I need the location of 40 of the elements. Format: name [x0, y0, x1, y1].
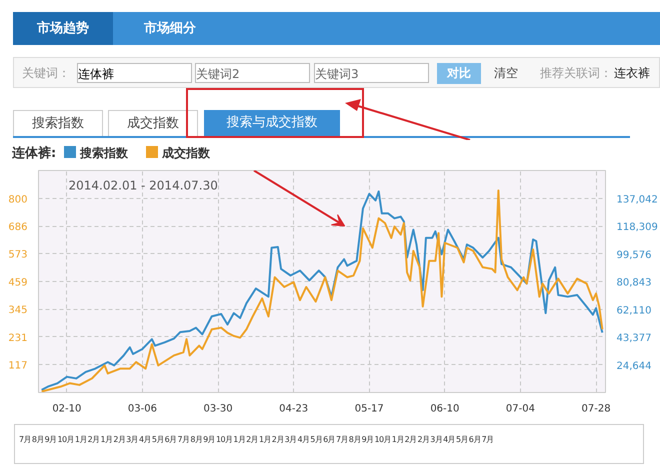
text: 连衣裤 — [614, 65, 651, 82]
legend-label: 搜索指数 — [80, 146, 128, 160]
text: 关键词3 — [314, 63, 429, 83]
y-tick-label: 573 — [8, 250, 28, 261]
y2-tick-label: 99,576 — [616, 250, 652, 261]
x-tick-label: 03-06 — [128, 404, 157, 414]
text: 搜索指数 — [13, 110, 103, 136]
y2-tick-label: 137,042 — [616, 194, 658, 206]
text: 成交指数 — [108, 110, 198, 136]
y2-tick-label: 24,644 — [616, 360, 652, 372]
text: 关键词2 — [195, 63, 310, 83]
x-tick-label: 07-04 — [506, 404, 535, 414]
y2-tick-label: 43,377 — [616, 333, 652, 344]
x-tick-label: 04-23 — [279, 404, 308, 414]
y2-tick-label: 80,843 — [616, 278, 652, 288]
y-tick-label: 459 — [8, 277, 28, 288]
x-tick-label: 02-10 — [52, 404, 82, 414]
text: 搜索与成交指数 — [204, 110, 340, 136]
x-tick-label: 06-10 — [430, 404, 460, 414]
y-tick-label: 345 — [8, 305, 28, 316]
x-tick-label: 03-30 — [204, 404, 233, 414]
y2-tick-label: 118,309 — [616, 222, 658, 233]
text: 推荐关联词： — [540, 65, 613, 82]
text: 7月 8月 9月 10月 1月 2月 1月 2月 3月 4月 5月 6月 7月 8月 9月 10月 1月 2月 1月 2月 3月 4月 5月 6月 7月 8月 9月 10月 1月 2月 2月 3月 4月 5月 6月 7月 — [14, 424, 644, 464]
x-tick-label: 05-17 — [354, 404, 384, 414]
legend-label: 成交指数 — [162, 146, 210, 160]
text: 清空 — [494, 65, 519, 82]
y-tick-label: 800 — [8, 194, 28, 206]
chart-title: 连体裤: — [12, 146, 56, 161]
text: 市场趋势 — [13, 12, 113, 45]
text: 市场细分 — [143, 20, 197, 38]
text: 连体裤 — [77, 63, 192, 83]
y-tick-label: 686 — [8, 222, 28, 234]
y-tick-label: 231 — [8, 332, 28, 344]
y-tick-label: 117 — [8, 360, 28, 372]
annotation: 2014.02.01 - 2014.07.30 — [68, 178, 218, 192]
y2-tick-label: 62,110 — [616, 305, 652, 316]
text: 关键词： — [22, 65, 71, 82]
text: 对比 — [437, 63, 481, 84]
x-tick-label: 07-28 — [582, 404, 611, 414]
